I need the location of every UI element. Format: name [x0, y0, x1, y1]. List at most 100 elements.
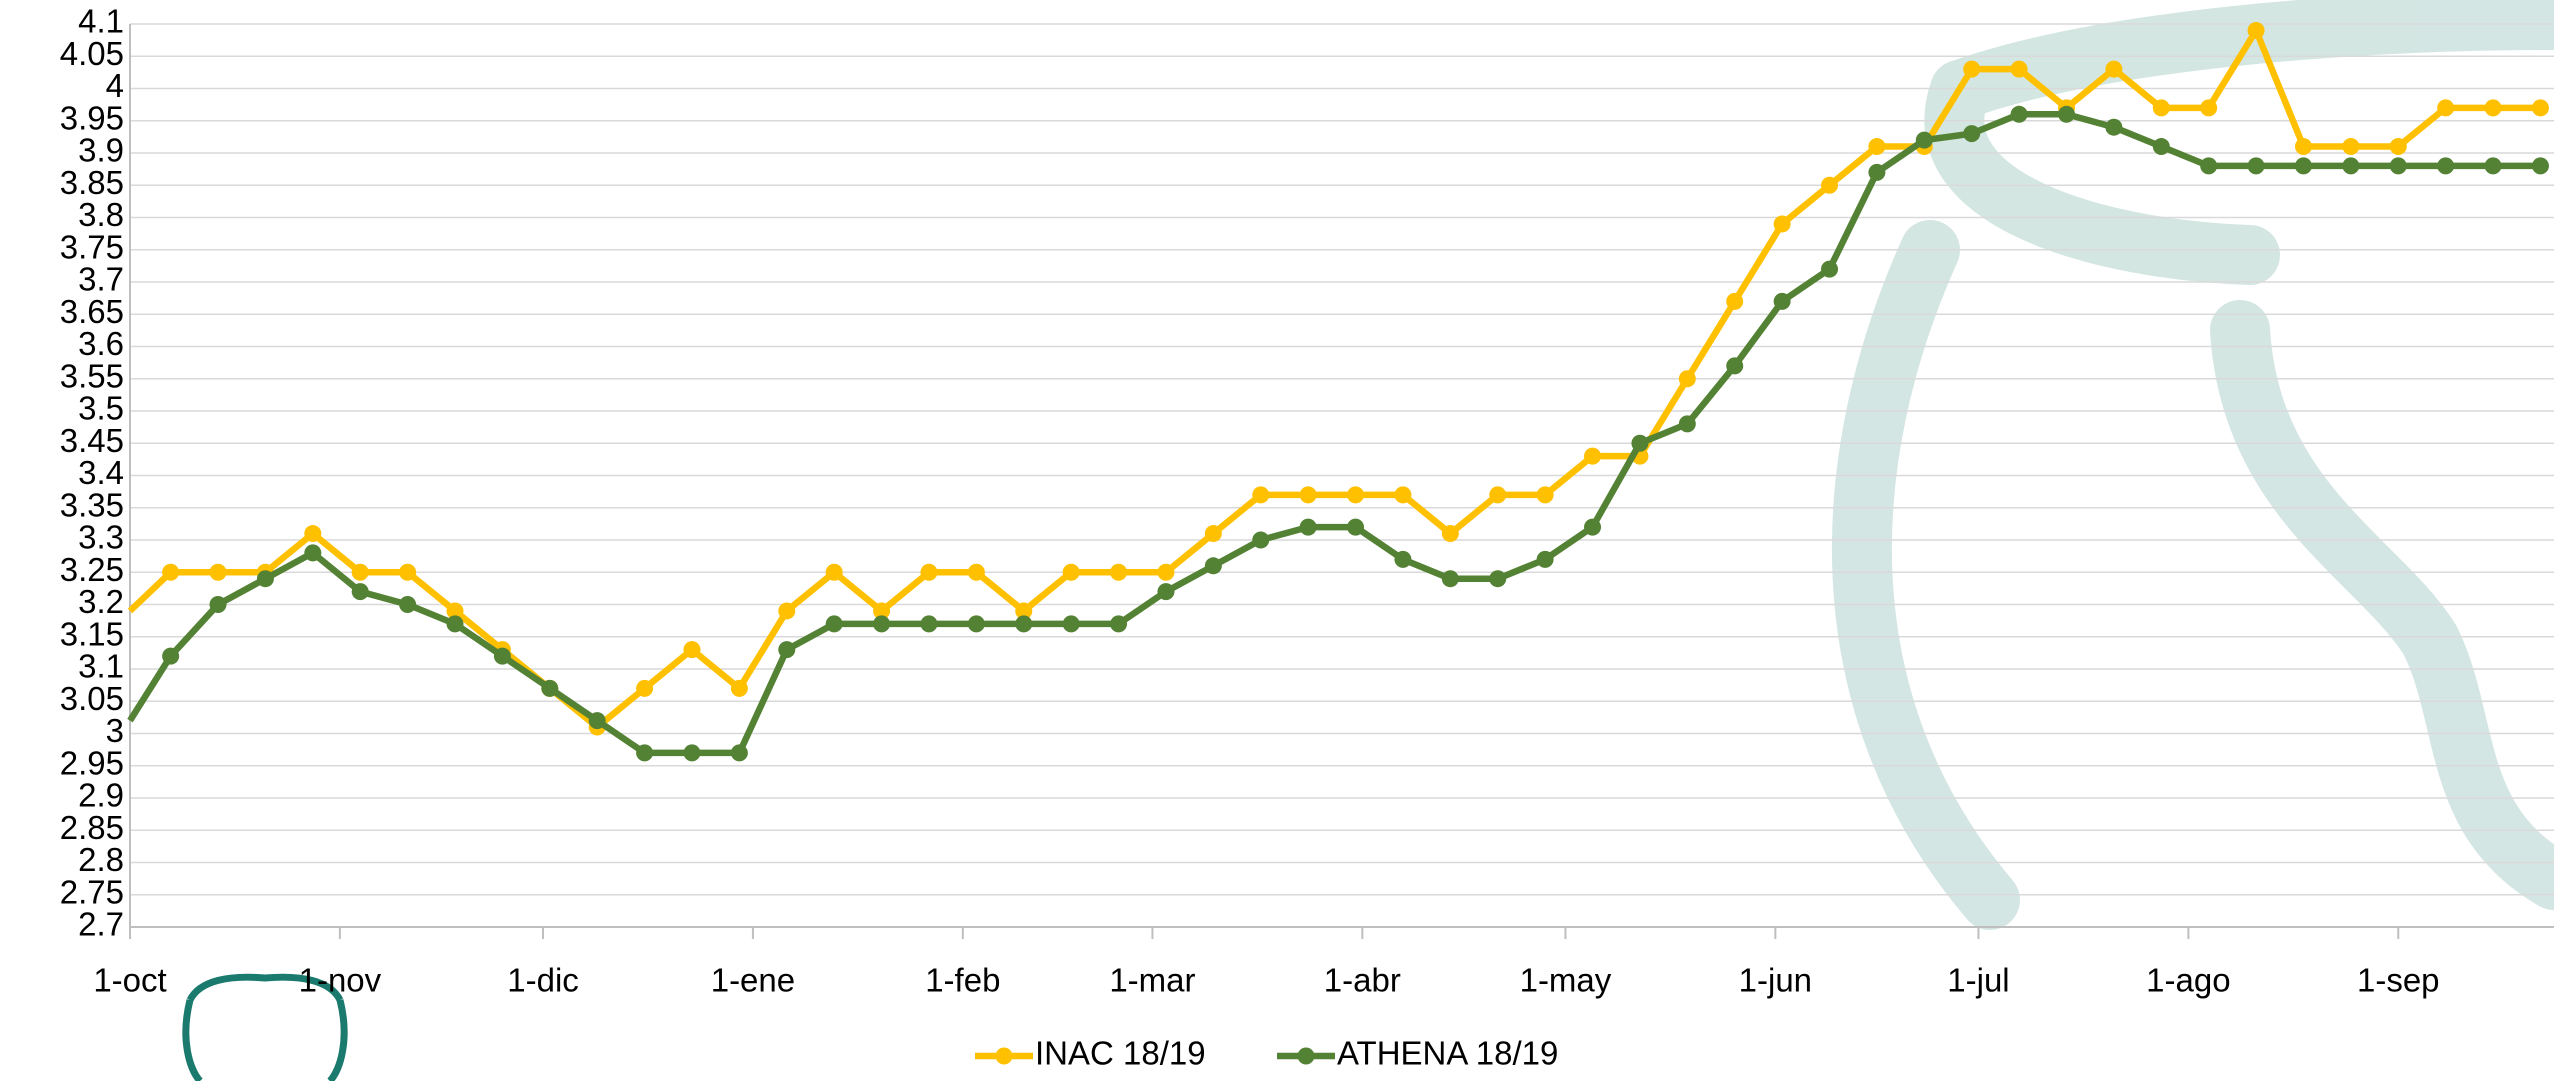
- data-point: [351, 583, 369, 601]
- data-point: [730, 679, 748, 697]
- y-tick-label: 3: [106, 712, 124, 749]
- data-point: [2437, 99, 2455, 117]
- data-point: [2152, 138, 2170, 156]
- data-point: [1963, 60, 1981, 78]
- data-point: [1821, 176, 1839, 194]
- data-point: [1157, 583, 1175, 601]
- x-tick-label: 1-ene: [711, 962, 795, 999]
- data-point: [683, 641, 701, 659]
- data-point: [493, 647, 511, 665]
- data-point: [1157, 563, 1175, 581]
- data-point: [1915, 131, 1933, 149]
- data-point: [2484, 99, 2502, 117]
- data-point: [446, 615, 464, 633]
- legend-marker: [995, 1047, 1013, 1065]
- x-tick-label: 1-jul: [1947, 962, 2009, 999]
- data-point: [2389, 138, 2407, 156]
- data-point: [1584, 447, 1602, 465]
- y-tick-label: 3.55: [60, 357, 124, 394]
- data-point: [2294, 157, 2312, 175]
- data-point: [1062, 615, 1080, 633]
- x-tick-label: 1-jun: [1739, 962, 1812, 999]
- data-point: [1015, 602, 1033, 620]
- y-tick-label: 2.7: [78, 906, 124, 943]
- data-point: [1441, 525, 1459, 543]
- data-point: [1868, 138, 1886, 156]
- data-point: [1347, 518, 1365, 536]
- data-point: [2200, 99, 2218, 117]
- y-tick-label: 3.65: [60, 293, 124, 330]
- x-tick-label: 1-dic: [507, 962, 579, 999]
- legend-marker: [1297, 1047, 1315, 1065]
- data-point: [1299, 518, 1317, 536]
- data-point: [1489, 570, 1507, 588]
- data-point: [1110, 563, 1128, 581]
- data-point: [1678, 370, 1696, 388]
- logo: [182, 973, 348, 1081]
- data-point: [825, 563, 843, 581]
- data-point: [399, 596, 417, 613]
- y-tick-label: 2.75: [60, 873, 124, 910]
- series: [127, 105, 2549, 762]
- watermark: [1831, 0, 2554, 930]
- data-point: [2057, 105, 2075, 123]
- data-point: [873, 602, 891, 620]
- y-tick-label: 3.9: [78, 132, 124, 169]
- data-point: [162, 647, 180, 665]
- data-point: [2010, 105, 2028, 123]
- y-tick-label: 4.1: [78, 3, 124, 40]
- y-tick-label: 3.75: [60, 228, 124, 265]
- series-line: [127, 111, 2541, 757]
- data-point: [778, 641, 796, 659]
- y-tick-label: 2.8: [78, 841, 124, 878]
- data-point: [967, 563, 985, 581]
- data-point: [1015, 615, 1033, 633]
- y-tick-label: 3.05: [60, 680, 124, 717]
- data-point: [1821, 260, 1839, 278]
- data-point: [446, 602, 464, 620]
- data-point: [2484, 157, 2502, 175]
- x-tick-label: 1-abr: [1324, 962, 1401, 999]
- data-point: [1062, 563, 1080, 581]
- data-point: [2200, 157, 2218, 175]
- data-point: [1963, 125, 1981, 143]
- data-point: [825, 615, 843, 633]
- data-point: [1110, 615, 1128, 633]
- data-point: [920, 615, 938, 633]
- data-point: [209, 563, 227, 581]
- data-point: [1773, 215, 1791, 233]
- data-point: [967, 615, 985, 633]
- y-tick-label: 3.95: [60, 99, 124, 136]
- x-tick-label: 1-feb: [925, 962, 1000, 999]
- data-point: [1347, 486, 1365, 504]
- data-point: [541, 679, 559, 697]
- data-point: [2247, 21, 2265, 39]
- data-point: [1252, 531, 1270, 549]
- data-point: [1204, 525, 1222, 543]
- y-tick-label: 4.05: [60, 35, 124, 72]
- data-point: [2389, 157, 2407, 175]
- y-tick-label: 3.6: [78, 325, 124, 362]
- data-point: [1252, 486, 1270, 504]
- y-tick-label: 3.85: [60, 164, 124, 201]
- data-point: [1204, 557, 1222, 575]
- data-point: [920, 563, 938, 581]
- data-point: [1726, 292, 1744, 310]
- y-tick-label: 3.8: [78, 196, 124, 233]
- data-point: [1441, 570, 1459, 588]
- data-point: [2105, 60, 2123, 78]
- data-point: [2294, 138, 2312, 156]
- y-tick-label: 3.35: [60, 486, 124, 523]
- y-tick-label: 3.3: [78, 519, 124, 556]
- x-tick-label: 1-may: [1520, 962, 1612, 999]
- y-tick-label: 3.2: [78, 583, 124, 620]
- data-point: [162, 563, 180, 581]
- data-point: [683, 744, 701, 762]
- y-tick-label: 3.7: [78, 261, 124, 298]
- watermark-stroke: [1831, 220, 2020, 930]
- data-point: [1536, 550, 1554, 568]
- y-tick-label: 3.15: [60, 615, 124, 652]
- data-point: [1584, 518, 1602, 536]
- data-point: [1726, 357, 1744, 375]
